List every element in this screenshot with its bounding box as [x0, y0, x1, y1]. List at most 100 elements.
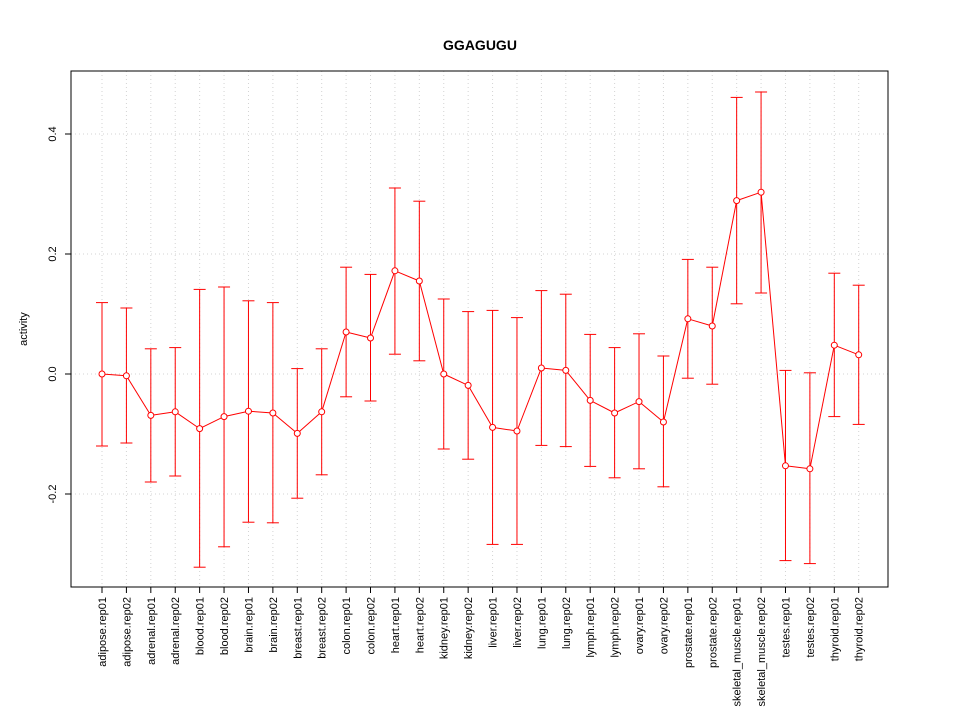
x-tick-label: kidney.rep01	[439, 597, 451, 659]
y-tick-label: 0.0	[47, 366, 59, 381]
x-tick-label: heart.rep01	[390, 597, 402, 653]
x-tick-label: adrenal.rep01	[146, 597, 158, 665]
x-tick-label: liver.rep01	[488, 597, 500, 648]
series-line-segment	[785, 465, 810, 470]
data-point	[293, 429, 301, 437]
x-tick-label: heart.rep02	[414, 597, 426, 653]
series-line-segment	[125, 375, 152, 416]
series-line-segment	[662, 318, 689, 423]
x-tick-label: breast.rep02	[317, 597, 329, 659]
series-line-segment	[418, 280, 445, 375]
data-point	[611, 409, 619, 417]
plot-frame	[70, 70, 889, 588]
data-point	[147, 411, 155, 419]
x-tick-label: adipose.rep02	[121, 597, 133, 667]
series-line-segment	[394, 270, 420, 282]
x-tick-label: breast.rep01	[292, 597, 304, 659]
x-tick-label: adipose.rep01	[97, 597, 109, 667]
series-line-segment	[614, 401, 640, 414]
series-line-segment	[809, 345, 835, 469]
series-line-segment	[736, 191, 762, 202]
x-tick-label: thyroid.rep02	[854, 597, 866, 661]
series-line-segment	[467, 385, 493, 428]
data-point	[122, 372, 130, 380]
data-point	[806, 465, 814, 473]
data-point	[781, 462, 789, 470]
series-line-segment	[565, 370, 591, 401]
x-tick-label: adrenal.rep02	[170, 597, 182, 665]
series-line-segment	[345, 331, 371, 339]
series-line-segment	[443, 373, 469, 386]
x-tick-label: brain.rep01	[243, 597, 255, 653]
data-point	[440, 370, 448, 378]
data-point	[733, 197, 741, 205]
x-tick-label: skeletal_muscle.rep02	[756, 597, 768, 706]
data-point	[391, 267, 399, 275]
data-point	[415, 277, 423, 285]
y-axis-label: activity	[18, 312, 30, 346]
data-point	[830, 341, 838, 349]
x-tick-label: blood.rep01	[195, 597, 207, 655]
x-tick-label: ovary.rep02	[658, 597, 670, 654]
x-tick-label: ovary.rep01	[634, 597, 646, 654]
x-tick-label: lymph.rep01	[585, 597, 597, 658]
data-point	[537, 364, 545, 372]
data-point	[586, 396, 594, 404]
x-tick-label: lymph.rep02	[610, 597, 622, 658]
x-tick-label: prostate.rep01	[683, 597, 695, 668]
series-line-segment	[516, 367, 542, 432]
x-tick-label: colon.rep01	[341, 597, 353, 655]
series-line-segment	[760, 192, 786, 466]
series-line-segment	[321, 331, 347, 412]
data-point	[659, 418, 667, 426]
x-tick-label: lung.rep01	[536, 597, 548, 649]
data-point	[318, 408, 326, 416]
series-line-segment	[223, 410, 249, 418]
series-line-segment	[370, 270, 396, 339]
series-line-segment	[248, 410, 273, 414]
series-line-segment	[589, 399, 615, 414]
data-point	[367, 334, 375, 342]
series-line-segment	[101, 373, 127, 377]
grid-layer	[71, 71, 888, 587]
data-point	[171, 408, 179, 416]
x-tick-label: colon.rep02	[366, 597, 378, 655]
series-line-segment	[174, 411, 200, 430]
x-tick-label: blood.rep02	[219, 597, 231, 655]
series-line-segment	[638, 401, 664, 423]
data-point	[98, 370, 106, 378]
data-point	[757, 188, 765, 196]
data-point	[342, 328, 350, 336]
data-point	[562, 366, 570, 374]
series-line-segment	[272, 412, 298, 434]
series-line-segment	[687, 318, 713, 327]
y-tick-label: -0.2	[47, 485, 59, 504]
chart-title: GGAGUGU	[443, 37, 517, 53]
y-tick-label: 0.4	[47, 126, 59, 141]
x-tick-label: testes.rep01	[780, 597, 792, 658]
series-layer	[96, 91, 865, 568]
data-point	[708, 322, 716, 330]
data-point	[464, 381, 472, 389]
data-point	[269, 409, 277, 417]
series-line-segment	[150, 411, 176, 416]
data-point	[855, 351, 863, 359]
series-line-segment	[541, 367, 566, 371]
data-point	[244, 407, 252, 415]
y-tick-label: 0.2	[47, 246, 59, 261]
x-tick-label: thyroid.rep01	[829, 597, 841, 661]
series-line-segment	[492, 426, 518, 432]
data-point	[196, 425, 204, 433]
x-tick-label: liver.rep02	[512, 597, 524, 648]
x-tick-label: brain.rep02	[268, 597, 280, 653]
axis-layer: -0.2 0.0 0.2 0.4 adipose.rep01 adipose.rep02 a…	[47, 126, 866, 706]
data-point	[684, 315, 692, 323]
data-point	[489, 423, 497, 431]
data-point	[513, 427, 521, 435]
x-tick-label: skeletal_muscle.rep01	[732, 597, 744, 706]
series-line-segment	[199, 416, 225, 430]
series-line-segment	[711, 200, 738, 327]
data-point	[220, 413, 228, 421]
